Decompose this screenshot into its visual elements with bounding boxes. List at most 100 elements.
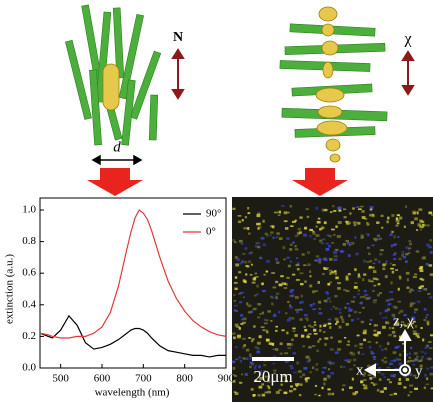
speckle	[303, 367, 308, 370]
speckle	[419, 364, 423, 368]
speckle	[324, 343, 327, 346]
speckle	[275, 329, 278, 332]
speckle	[256, 293, 259, 296]
speckle	[374, 238, 377, 242]
speckle	[410, 359, 414, 362]
speckle	[273, 369, 277, 372]
speckle	[295, 279, 300, 281]
speckle	[323, 267, 328, 271]
speckle	[355, 252, 359, 256]
speckle	[343, 337, 347, 339]
speckle	[245, 357, 249, 360]
speckle	[379, 237, 382, 240]
speckle	[319, 239, 323, 243]
speckle	[260, 326, 265, 328]
speckle	[275, 295, 278, 299]
speckle	[366, 246, 370, 249]
speckle	[363, 259, 367, 263]
speckle	[280, 275, 284, 278]
speckle	[267, 390, 271, 394]
speckle	[335, 276, 339, 280]
speckle	[296, 262, 300, 265]
speckle	[312, 232, 316, 235]
speckle	[367, 364, 371, 368]
speckle	[295, 295, 299, 299]
speckle	[289, 343, 294, 346]
speckle	[392, 351, 397, 354]
speckle	[385, 321, 388, 324]
speckle	[421, 356, 424, 358]
speckle	[251, 340, 254, 343]
speckle	[333, 251, 338, 254]
speckle	[322, 258, 327, 261]
speckle	[304, 377, 308, 381]
speckle	[339, 311, 342, 315]
speckle	[258, 365, 261, 369]
speckle	[350, 300, 355, 303]
speckle	[389, 393, 393, 396]
speckle	[289, 205, 292, 208]
speckle	[284, 379, 289, 383]
speckle	[397, 236, 400, 238]
speckle	[321, 371, 325, 374]
speckle	[258, 222, 261, 226]
speckle	[363, 329, 368, 332]
speckle	[234, 276, 238, 279]
speckle	[413, 320, 416, 323]
y-tick-label: 0.0	[22, 362, 36, 374]
speckle	[375, 278, 379, 281]
speckle	[248, 252, 253, 255]
speckle	[380, 214, 384, 217]
speckle	[381, 348, 384, 351]
speckle	[320, 242, 324, 245]
speckle	[376, 238, 380, 241]
speckle	[242, 296, 246, 299]
speckle	[301, 253, 305, 256]
speckle	[386, 220, 389, 224]
speckle	[326, 267, 329, 270]
x-tick-label: 900	[218, 373, 235, 385]
speckle	[283, 220, 288, 223]
speckle	[360, 301, 363, 305]
speckle	[355, 206, 360, 208]
speckle	[425, 262, 429, 266]
speckle	[353, 285, 358, 289]
speckle	[394, 367, 399, 370]
speckle	[290, 385, 293, 388]
speckle	[242, 346, 245, 349]
speckle	[332, 305, 336, 308]
speckle	[269, 295, 273, 298]
speckle	[309, 284, 313, 288]
speckle	[323, 221, 327, 225]
speckle	[363, 387, 368, 390]
speckle	[359, 205, 364, 208]
speckle	[369, 319, 373, 321]
speckle	[356, 317, 360, 320]
speckle	[367, 279, 371, 283]
speckle	[246, 302, 249, 306]
speckle	[300, 309, 303, 311]
speckle	[287, 347, 292, 350]
speckle	[292, 241, 295, 244]
speckle	[334, 270, 337, 273]
speckle	[296, 232, 300, 236]
speckle	[328, 269, 333, 272]
speckle	[383, 356, 387, 359]
speckle	[348, 309, 353, 312]
speckle	[395, 269, 399, 271]
speckle	[365, 297, 370, 300]
speckle	[430, 387, 433, 390]
speckle	[361, 278, 365, 282]
speckle	[242, 252, 246, 255]
speckle	[371, 244, 375, 247]
speckle	[363, 371, 367, 375]
speckle	[363, 384, 368, 388]
speckle	[383, 387, 387, 390]
speckle	[341, 318, 345, 321]
speckle	[268, 234, 272, 237]
speckle	[285, 282, 288, 286]
speckle	[358, 311, 362, 314]
speckle	[391, 313, 396, 317]
speckle	[314, 384, 318, 387]
speckle	[357, 351, 360, 355]
